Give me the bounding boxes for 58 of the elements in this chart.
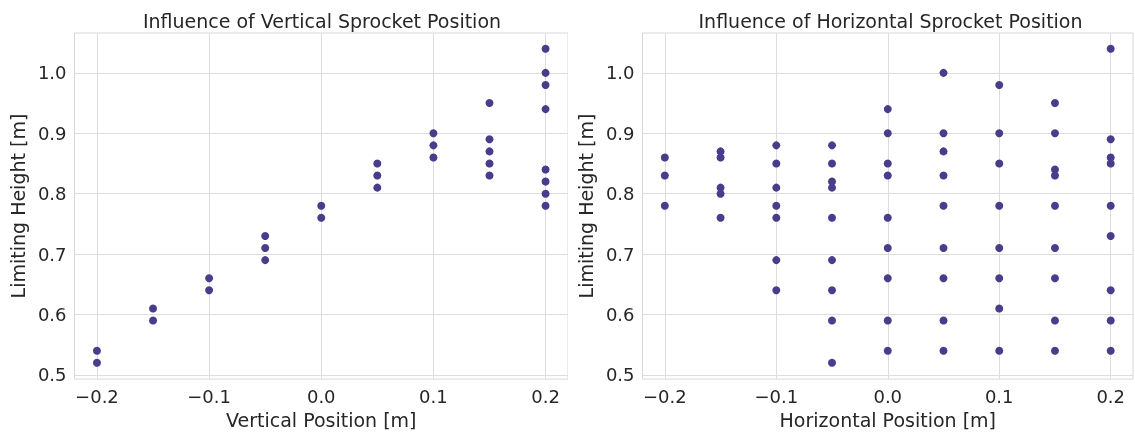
- y-axis-title: Limiting Height [m]: [6, 113, 29, 299]
- x-tick-label: 0.1: [984, 385, 1014, 407]
- y-tick-label: 0.7: [37, 243, 67, 265]
- x-tick-label: −0.2: [75, 385, 119, 407]
- point: [485, 159, 494, 168]
- x-axis-title: Vertical Position [m]: [226, 408, 417, 431]
- point: [205, 286, 214, 295]
- x-tick-label: 0.0: [873, 385, 903, 407]
- point: [485, 135, 494, 144]
- point: [429, 153, 438, 162]
- x-tick-label: 0.2: [1096, 385, 1126, 407]
- point: [261, 244, 270, 253]
- point: [373, 159, 382, 168]
- point: [149, 316, 158, 325]
- point: [485, 171, 494, 180]
- point: [261, 256, 270, 265]
- x-tick-label: 0.1: [419, 385, 448, 407]
- x-tick-label: −0.1: [754, 385, 799, 407]
- y-tick-label: 0.5: [605, 364, 635, 386]
- x-tick-label: 0.2: [531, 385, 560, 407]
- y-tick-label: 0.9: [37, 122, 67, 144]
- y-tick-label: 1.0: [605, 62, 635, 84]
- point: [541, 177, 550, 186]
- point: [541, 189, 550, 198]
- point: [149, 304, 158, 313]
- point: [541, 165, 550, 174]
- x-tick-label: 0.0: [306, 385, 336, 407]
- point: [92, 358, 101, 367]
- point: [485, 147, 494, 156]
- y-tick-label: 0.7: [605, 243, 635, 265]
- y-tick-label: 1.0: [37, 62, 67, 84]
- y-axis-title: Limiting Height [m]: [574, 113, 597, 299]
- point: [541, 68, 550, 77]
- point: [373, 183, 382, 192]
- point: [373, 171, 382, 180]
- point: [541, 44, 550, 53]
- chart-title: Influence of Vertical Sprocket Position: [142, 9, 502, 32]
- point: [92, 346, 101, 355]
- y-tick-label: 0.9: [605, 122, 635, 144]
- x-axis-title: Horizontal Position [m]: [779, 408, 996, 431]
- point: [317, 201, 326, 210]
- point: [205, 274, 214, 283]
- y-tick-label: 0.6: [605, 303, 635, 325]
- point: [541, 105, 550, 114]
- x-tick-label: −0.1: [187, 385, 231, 407]
- y-tick-label: 0.8: [37, 183, 67, 205]
- point: [485, 99, 494, 108]
- point: [429, 129, 438, 138]
- point: [541, 201, 550, 210]
- point: [261, 231, 270, 240]
- y-tick-label: 0.8: [605, 183, 635, 205]
- chart-title: Influence of Horizontal Sprocket Position: [698, 9, 1083, 32]
- point: [429, 141, 438, 150]
- x-tick-label: −0.2: [642, 385, 687, 407]
- y-tick-label: 0.5: [37, 364, 67, 386]
- point: [317, 213, 326, 222]
- y-tick-label: 0.6: [37, 303, 67, 325]
- point: [541, 80, 550, 89]
